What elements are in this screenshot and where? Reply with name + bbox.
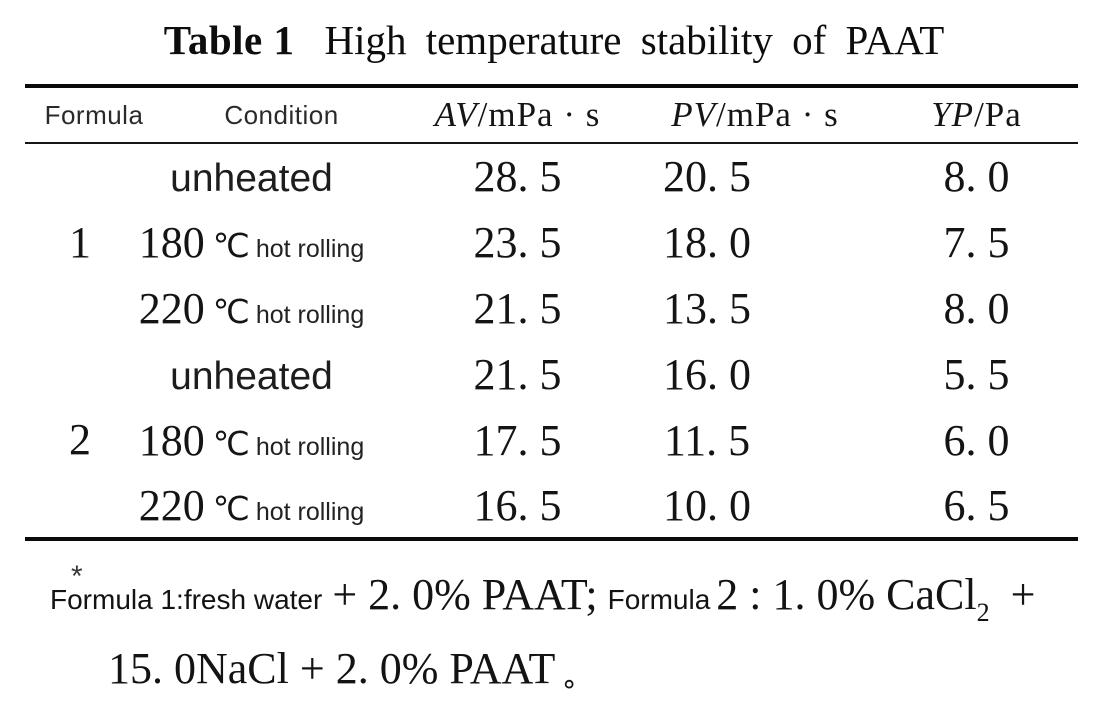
condition-cell: 180 ℃ hot rolling	[138, 415, 365, 465]
condition-cell: 220 ℃ hot rolling	[138, 283, 365, 333]
av-value: 23. 5	[473, 217, 562, 267]
pv-value: 11. 5	[663, 415, 751, 465]
condition-cell: 180 ℃ hot rolling	[138, 217, 365, 267]
footnote-formula1-recipe: + 2. 0% PAAT	[332, 570, 586, 619]
footnote-plus: +	[999, 570, 1036, 619]
footnote-cacl2-subscript: 2	[976, 598, 990, 627]
table-row: 180 ℃ hot rolling 23. 5 18. 0 7. 5	[25, 209, 1078, 275]
table-row: 1 unheated 28. 5 20. 5 8. 0	[25, 143, 1078, 267]
footnote-separator: ;	[585, 570, 598, 619]
footnote-formula2-label: Formula	[607, 584, 711, 615]
column-header-av: AV/mPa · s	[400, 86, 635, 144]
pv-value: 18. 0	[663, 217, 751, 267]
table-caption-text: High temperature stability of PAAT	[324, 17, 945, 63]
table-row: 180 ℃ hot rolling 17. 5 11. 5 6. 0	[25, 407, 1078, 473]
degree-celsius-symbol: ℃	[212, 291, 250, 331]
table-caption-number: Table 1	[163, 17, 295, 63]
footnote-formula2-recipe: 2 : 1. 0% CaCl	[716, 570, 977, 619]
column-header-formula: Formula	[25, 86, 163, 144]
degree-celsius-symbol: ℃	[212, 488, 250, 528]
footnote-formula1-label: Formula 1:fresh water	[50, 584, 323, 615]
yp-value: 6. 0	[943, 415, 1010, 465]
table-row: 220 ℃ hot rolling 21. 5 13. 5 8. 0	[25, 275, 1078, 341]
av-value: 17. 5	[473, 415, 562, 465]
pv-value: 16. 0	[663, 349, 751, 399]
yp-value: 8. 0	[943, 283, 1010, 333]
table-caption: Table 1 High temperature stability of PAA…	[0, 16, 1108, 64]
formula-group-2: 2	[69, 414, 91, 464]
av-value: 21. 5	[473, 349, 562, 399]
av-value: 16. 5	[473, 480, 562, 530]
yp-value: 6. 5	[943, 480, 1010, 530]
av-value: 21. 5	[473, 283, 562, 333]
table-footnote: * Formula 1:fresh water + 2. 0% PAAT; Fo…	[0, 562, 1108, 701]
degree-celsius-symbol: ℃	[212, 225, 250, 265]
table-header-row: Formula Condition AV/mPa · s PV/mPa · s …	[25, 86, 1078, 144]
table-row: 2 unheated 21. 5 16. 0 5. 5	[25, 341, 1078, 464]
yp-value: 8. 0	[943, 152, 1010, 201]
table-row: 220 ℃ hot rolling 16. 5 10. 0 6. 5	[25, 473, 1078, 539]
av-value: 28. 5	[473, 152, 562, 201]
pv-value: 10. 0	[663, 480, 751, 530]
data-table: Formula Condition AV/mPa · s PV/mPa · s …	[25, 84, 1078, 541]
condition-cell: unheated	[170, 354, 333, 398]
footnote-line2-text: 15. 0NaCl + 2. 0% PAAT	[108, 644, 556, 693]
column-header-yp: YP/Pa	[875, 86, 1078, 144]
column-header-condition: Condition	[163, 86, 400, 144]
footnote-line-1: * Formula 1:fresh water + 2. 0% PAAT; Fo…	[0, 562, 1108, 628]
degree-celsius-symbol: ℃	[212, 423, 250, 463]
column-header-pv: PV/mPa · s	[635, 86, 875, 144]
formula-group-1: 1	[69, 218, 91, 267]
yp-value: 7. 5	[943, 217, 1010, 267]
condition-cell: 220 ℃ hot rolling	[138, 480, 365, 530]
ideographic-period-mark: ∘	[560, 667, 578, 700]
footnote-asterisk: *	[71, 560, 83, 593]
pv-value: 13. 5	[663, 283, 751, 333]
footnote-line-2: 15. 0NaCl + 2. 0% PAAT ∘	[0, 640, 1108, 700]
pv-value: 20. 5	[663, 152, 751, 201]
yp-value: 5. 5	[943, 349, 1010, 399]
condition-cell: unheated	[170, 157, 333, 200]
